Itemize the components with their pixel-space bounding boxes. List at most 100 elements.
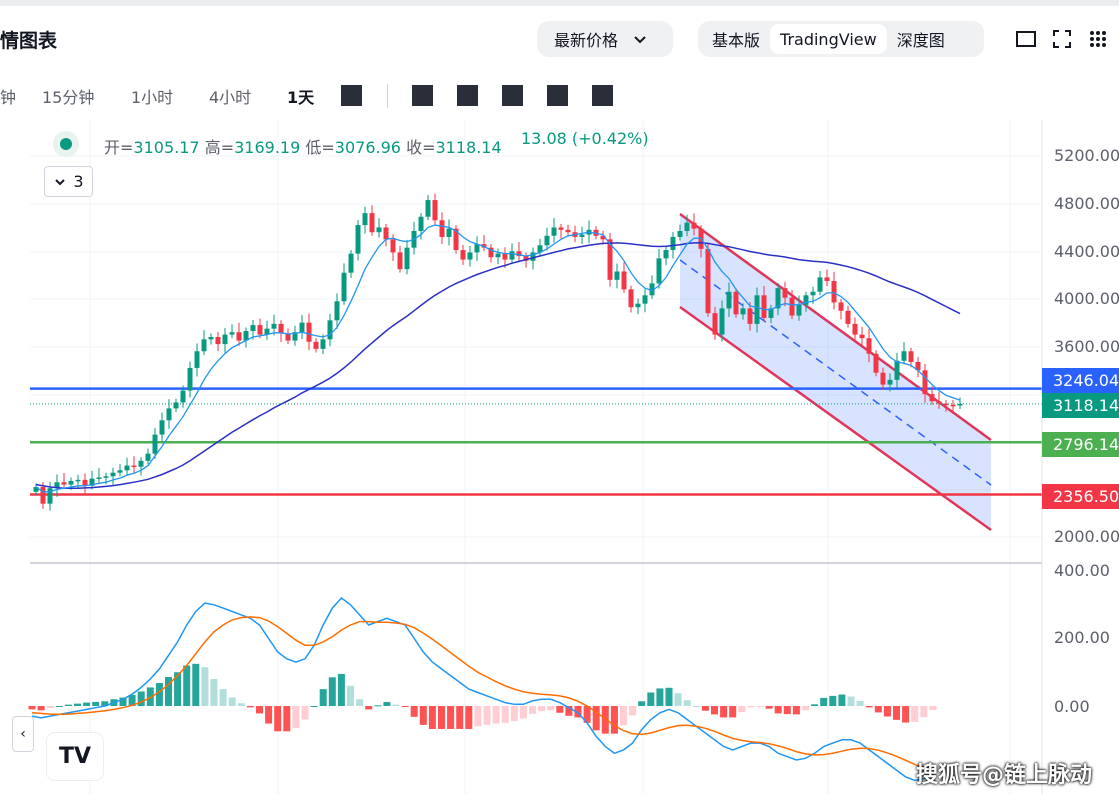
macd-histogram-bar	[74, 703, 81, 706]
price-label: 2796.14	[1042, 432, 1119, 457]
candle-body	[845, 310, 851, 324]
change-value: 13.08 (+0.42%)	[521, 129, 649, 148]
scroll-left-button[interactable]: ‹	[12, 716, 34, 752]
candle-body	[355, 225, 361, 254]
macd-histogram-bar	[456, 706, 464, 729]
fullscreen-icon[interactable]	[1051, 28, 1073, 50]
macd-histogram-bar	[665, 687, 673, 706]
timeframe-4h[interactable]: 4小时	[209, 88, 252, 107]
candle-type-icon[interactable]	[341, 85, 362, 106]
price-label: 3118.14	[1042, 393, 1119, 418]
candle-body	[75, 479, 81, 482]
macd-histogram-bar	[692, 706, 700, 707]
indicators-icon[interactable]	[412, 85, 433, 106]
candle-body	[467, 252, 473, 260]
candle-body	[194, 351, 200, 368]
candle-body	[180, 390, 186, 403]
macd-histogram-bar	[337, 673, 345, 706]
candle-body	[663, 250, 669, 259]
settings-icon[interactable]	[502, 85, 523, 106]
macd-histogram-bar	[783, 706, 791, 715]
drawing-icon[interactable]	[457, 85, 478, 106]
macd-histogram-bar	[583, 706, 591, 723]
candle-body	[733, 291, 739, 315]
macd-histogram-bar	[419, 706, 427, 725]
candle-body	[558, 227, 564, 230]
macd-histogram-bar	[647, 692, 655, 706]
macd-histogram-bar	[483, 706, 491, 725]
macd-histogram-bar	[811, 704, 819, 706]
close-label: 收=	[406, 138, 436, 157]
candle-body	[313, 341, 319, 349]
macd-histogram-bar	[638, 701, 646, 706]
candle-body	[768, 308, 774, 318]
candle-body	[460, 250, 466, 260]
candle-body	[873, 353, 879, 373]
market-status-icon[interactable]	[53, 131, 79, 157]
candle-body	[320, 339, 326, 349]
candle-body	[453, 228, 459, 251]
tab-tradingview[interactable]: TradingView	[770, 24, 887, 54]
macd-histogram-bar	[165, 676, 172, 706]
candle-body	[341, 272, 347, 302]
macd-histogram-bar	[829, 695, 837, 706]
macd-histogram-bar	[447, 706, 455, 729]
screenshot-icon[interactable]	[547, 85, 568, 106]
price-label: 2356.50	[1042, 484, 1119, 509]
candle-body	[187, 367, 193, 391]
candle-body	[887, 379, 893, 385]
candle-body	[852, 323, 858, 335]
candle-body	[901, 351, 907, 361]
indicators-toggle[interactable]: 3	[44, 166, 93, 197]
price-type-select[interactable]: 最新价格	[537, 21, 673, 57]
macd-histogram-bar	[802, 706, 809, 711]
timeframe-1h[interactable]: 1小时	[131, 88, 174, 107]
candle-body	[173, 402, 179, 409]
candle-body	[607, 239, 613, 280]
tradingview-logo-icon[interactable]: TV	[47, 733, 103, 780]
candle-body	[166, 408, 172, 421]
close-value: 3118.14	[435, 138, 502, 157]
candle-body	[33, 486, 39, 492]
macd-histogram-bar	[246, 706, 254, 708]
candle-body	[684, 222, 690, 232]
candle-body	[495, 253, 501, 258]
window-icon[interactable]	[1015, 28, 1037, 50]
candle-body	[621, 271, 627, 290]
candle-body	[404, 247, 410, 270]
macd-histogram-bar	[228, 697, 236, 706]
low-label: 低=	[305, 138, 335, 157]
candle-body	[348, 253, 354, 273]
candle-body	[579, 234, 585, 237]
timeframe-1d[interactable]: 1天	[287, 88, 315, 107]
timeframe-15m[interactable]: 15分钟	[42, 88, 95, 107]
macd-histogram-bar	[438, 706, 445, 729]
macd-histogram-bar	[301, 706, 309, 720]
price-axis-tick: 4400.00	[1054, 242, 1119, 261]
candle-body	[761, 295, 767, 318]
candle-body	[131, 465, 137, 468]
candle-body	[565, 229, 571, 233]
candle-body	[705, 248, 711, 314]
candle-body	[628, 289, 634, 308]
undo-icon[interactable]	[592, 85, 613, 106]
macd-histogram-bar	[83, 702, 91, 706]
macd-axis-tick: 200.00	[1054, 628, 1110, 647]
low-value: 3076.96	[334, 138, 401, 157]
grid-menu-icon[interactable]	[1087, 28, 1109, 50]
macd-histogram-bar	[128, 694, 136, 706]
candle-body	[418, 216, 424, 232]
macd-histogram-bar	[401, 706, 409, 707]
candle-body	[390, 239, 396, 253]
macd-histogram-bar	[92, 701, 100, 706]
tab-depth[interactable]: 深度图	[896, 31, 945, 50]
ma-slow-line	[35, 241, 961, 489]
candle-body	[215, 336, 221, 345]
macd-histogram-bar	[237, 703, 245, 706]
macd-histogram-bar	[492, 706, 500, 724]
tab-basic[interactable]: 基本版	[712, 31, 761, 50]
timeframe-1m[interactable]: 钟	[0, 88, 17, 107]
candle-body	[824, 277, 830, 282]
macd-histogram-bar	[155, 683, 163, 706]
